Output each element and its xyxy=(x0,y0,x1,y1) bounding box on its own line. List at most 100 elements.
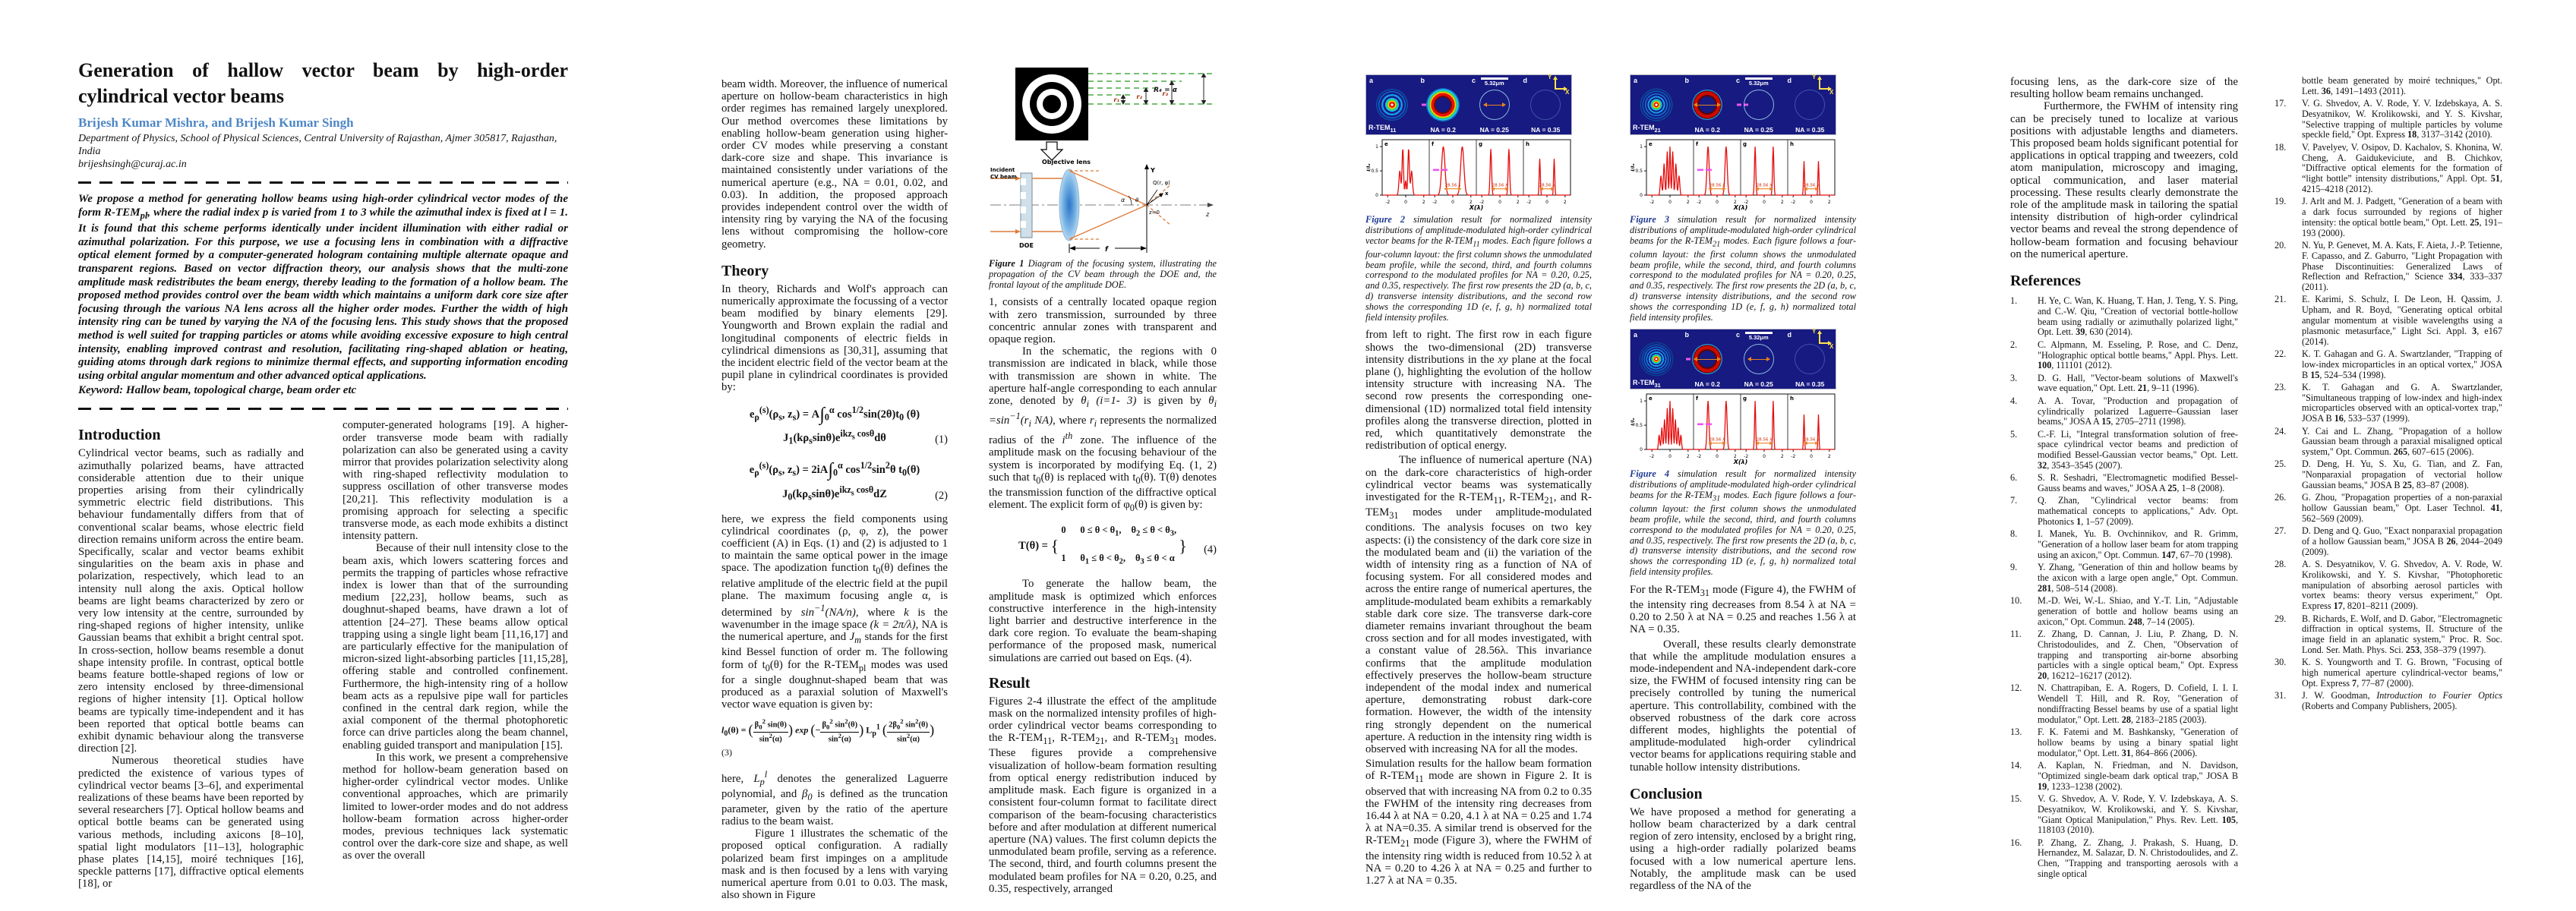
figure4-2d-panel: a R-TEM31 b NA = 0.2 c 5.32μm NA xyxy=(1630,328,1836,390)
svg-text:X(λ): X(λ) xyxy=(1733,459,1748,465)
svg-text:1: 1 xyxy=(1640,144,1643,150)
figure3-caption: Figure 3 simulation result for normalize… xyxy=(1630,214,1857,323)
equation-2: eρ(s)(ρs, zs) = 2iA∫0α cos1/2sin2θ t0(θ)… xyxy=(749,459,948,503)
figure1-column: r₁ r₂ r₃ R₄ = α Incident CV beam xyxy=(989,65,1217,895)
beam-image-na025 xyxy=(1743,90,1774,120)
references-list-1: 1. H. Ye, C. Wan, K. Huang, T. Han, J. Te… xyxy=(2010,295,2238,880)
reference-item: 22. K. T. Gahagan and G. A. Swartzlander,… xyxy=(2275,348,2502,380)
references-heading: References xyxy=(2010,273,2081,290)
body-paragraph: here, Lpl denotes the generalized Laguer… xyxy=(721,768,948,828)
reference-item: 29. B. Richards, E. Wolf, and D. Gabor, "… xyxy=(2275,613,2502,655)
svg-text:28.56 λ: 28.56 λ xyxy=(1757,438,1773,443)
svg-text:2: 2 xyxy=(1687,454,1690,459)
intro-paragraph: In this work, we present a comprehensive… xyxy=(343,751,568,862)
svg-text:0: 0 xyxy=(1716,454,1719,459)
reference-item: 8. I. Manek, Yu. B. Ovchinnikov, and R. G… xyxy=(2010,528,2238,560)
svg-text:X(λ): X(λ) xyxy=(1469,204,1484,211)
svg-text:h: h xyxy=(1790,396,1794,402)
figure4-intensity-plots: 1 0.5 0 I/Iₒ e -2 0 2 f -2 0 2 28.56 λ g -2 0 2 28.56 λ h -… xyxy=(1630,390,1836,466)
figure4-panel-a: a R-TEM31 xyxy=(1631,329,1682,389)
body-paragraph: For the R-TEM31 mode (Figure 4), the FWH… xyxy=(1630,583,1856,636)
svg-text:e: e xyxy=(1649,141,1653,147)
figure3-panel-a: a R-TEM21 xyxy=(1631,75,1682,134)
beam-image-na020 xyxy=(1425,87,1461,122)
intro-paragraph: Because of their null intensity close to… xyxy=(343,542,568,752)
figure2-panel-a: a R-TEM11 xyxy=(1366,75,1418,134)
svg-text:2: 2 xyxy=(1517,200,1520,205)
figure3-panel-c: c 5.32μm NA = 0.25 xyxy=(1736,77,1774,134)
body-paragraph: In the schematic, the regions with 0 tra… xyxy=(989,345,1217,514)
r2-label: r₂ xyxy=(1137,93,1143,100)
scale-bar: 5.32μm xyxy=(1480,77,1508,87)
na-label: NA = 0.35 xyxy=(1531,126,1561,134)
svg-text:2: 2 xyxy=(1470,200,1473,205)
paper-title: Generation of hallow vector beam by high… xyxy=(78,59,568,107)
svg-text:-2: -2 xyxy=(1649,200,1654,205)
paper-affiliation: Department of Physics, School of Physica… xyxy=(78,133,557,157)
reference-item: 13. F. K. Fatemi and M. Bashkansky, "Gene… xyxy=(2010,727,2238,758)
figure2-panel-b: b NA = 0.2 xyxy=(1418,75,1470,134)
beam-image-na035 xyxy=(1795,344,1826,375)
svg-text:28.56 λ: 28.56 λ xyxy=(1539,184,1555,188)
conclusion-references-column: focusing lens, as the dark-core size of … xyxy=(2010,76,2238,881)
f-label: f xyxy=(1105,246,1109,254)
figure4-panel-c: c 5.32μm NA = 0.25 xyxy=(1736,331,1774,389)
svg-text:1: 1 xyxy=(1640,399,1643,405)
svg-text:-2: -2 xyxy=(1649,454,1654,459)
reference-item: 7. Q. Zhan, "Cylindrical vector beams: fr… xyxy=(2010,495,2238,527)
reference-item: 25. D. Deng, H. Yu, S. Xu, G. Tian, and Z… xyxy=(2275,459,2502,490)
page-3: a R-TEM11 b NA = 0.2 c 5.32μm NA xyxy=(1365,74,1867,902)
diameter-arrow xyxy=(1694,357,1722,362)
figure3: a R-TEM21 b NA = 0.2 c 5.32μm NA xyxy=(1630,74,1836,212)
svg-text:0: 0 xyxy=(1640,447,1643,452)
na-label: NA = 0.35 xyxy=(1795,380,1825,389)
figure2-caption: Figure 2 simulation result for normalize… xyxy=(1365,214,1593,323)
body-paragraph: beam width. Moreover, the influence of n… xyxy=(721,78,948,251)
svg-text:0.5: 0.5 xyxy=(1635,424,1643,429)
na-label: NA = 0.2 xyxy=(1430,126,1456,134)
svg-text:0: 0 xyxy=(1545,200,1548,205)
svg-text:-2: -2 xyxy=(1791,454,1795,459)
figure3-panel-b: b NA = 0.2 xyxy=(1682,75,1734,134)
incident-beam-label2: CV beam xyxy=(990,174,1017,180)
q-point-label: Q(r, φ) xyxy=(1153,180,1170,186)
svg-text:f: f xyxy=(1696,396,1699,402)
svg-text:-2: -2 xyxy=(1432,200,1437,205)
reference-item: 4. A. A. Tovar, "Production and propagati… xyxy=(2010,395,2238,427)
paper-authors: Brijesh Kumar Mishra, and Brijesh Kumar … xyxy=(78,115,354,130)
theory-heading: Theory xyxy=(721,262,769,279)
reference-item: 3. D. G. Hall, "Vector-beam solutions of … xyxy=(2010,372,2238,394)
na-label: NA = 0.35 xyxy=(1795,126,1825,134)
beam-image-rtem31-unmodulated xyxy=(1637,341,1675,378)
page-2: beam width. Moreover, the influence of n… xyxy=(721,65,1223,900)
svg-text:I/Iₒ: I/Iₒ xyxy=(1630,418,1636,426)
introduction-heading: Introduction xyxy=(78,427,161,444)
equation-4: T(θ) = {0 0 ≤ θ < θ1, θ2 ≤ θ < θ3, 1 θ1 ≤ θ … xyxy=(1018,525,1217,566)
svg-text:-2: -2 xyxy=(1526,200,1531,205)
conclusion-heading: Conclusion xyxy=(1630,785,1703,802)
body-paragraph: Overall, these results clearly demonstra… xyxy=(1630,638,1856,774)
na-label: NA = 0.25 xyxy=(1744,380,1773,389)
svg-text:0: 0 xyxy=(1763,200,1766,205)
figure1-caption: Figure 1 Diagram of the focusing system,… xyxy=(989,258,1217,290)
svg-text:e: e xyxy=(1384,141,1388,147)
svg-text:g: g xyxy=(1743,396,1747,402)
svg-text:28.56 λ: 28.56 λ xyxy=(1757,184,1773,188)
r4-label: R₄ = α xyxy=(1154,87,1178,94)
svg-text:0.5: 0.5 xyxy=(1635,169,1643,174)
na-label: NA = 0.25 xyxy=(1744,126,1773,134)
svg-text:-2: -2 xyxy=(1479,200,1484,205)
svg-text:2: 2 xyxy=(1781,200,1784,205)
svg-text:h: h xyxy=(1526,141,1530,147)
svg-text:e: e xyxy=(1649,396,1653,402)
body-paragraph: We have proposed a method for generating… xyxy=(1630,805,1856,893)
svg-text:0.5: 0.5 xyxy=(1371,169,1378,174)
objective-lens-label: Objective lens xyxy=(1042,159,1091,165)
page-4: focusing lens, as the dark-core size of … xyxy=(2010,76,2542,903)
doe-element xyxy=(1020,172,1033,238)
svg-text:1: 1 xyxy=(1375,144,1378,150)
references-column-2: bottle beam generated by moiré technique… xyxy=(2275,76,2502,714)
r1-label: r₁ xyxy=(1114,96,1120,103)
figure4: a R-TEM31 b NA = 0.2 c 5.32μm NA xyxy=(1630,328,1836,466)
